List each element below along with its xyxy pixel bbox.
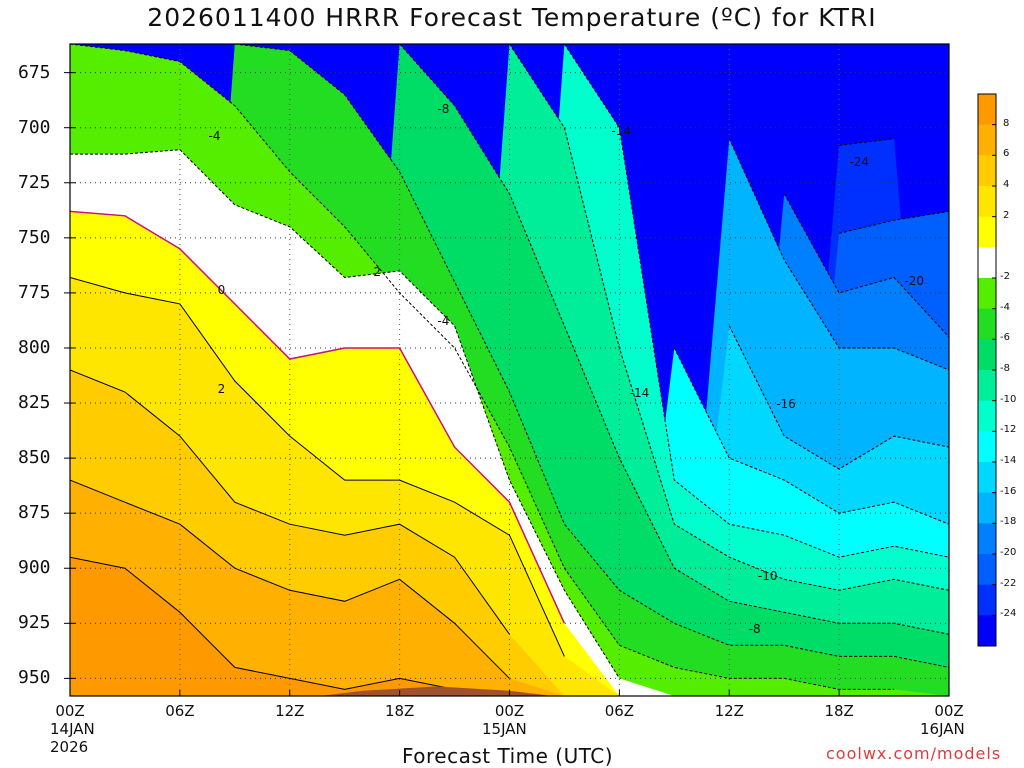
colorbar-tick-label: -24 [1000,608,1017,620]
y-tick-label: 850 [18,447,51,469]
x-subtick-label: 15JAN [482,720,527,738]
colorbar-swatch-0 [978,216,996,248]
isotherm--24 [839,138,895,146]
y-tick-label: 700 [18,116,51,138]
temperature-band-6-to-8 [70,480,949,696]
colorbar-swatch--22 [978,554,996,586]
colorbar-swatch--10 [978,370,996,402]
contour-label: 0 [217,282,226,297]
x-tick-label: 00Z [494,702,525,720]
contour-label: -16 [776,397,796,412]
contour-label: -8 [437,102,450,117]
colorbar-swatch--12 [978,400,996,432]
terrain-ground [319,686,553,696]
x-subtick-label: 14JAN [50,720,95,738]
colorbar-tick-label: -6 [1000,332,1010,344]
x-tick-label: 06Z [165,702,195,720]
colorbar-tick-label: -8 [1000,363,1010,374]
x-tick-label: 12Z [714,702,744,720]
colorbar-swatch-4 [978,155,996,187]
colorbar-tick-label: 8 [1003,117,1010,129]
contour-label: 2 [373,265,381,280]
isotherm--18 [728,138,949,371]
colorbar-swatch--8 [978,339,996,371]
isotherm-2 [70,277,565,657]
colorbar-tick-label: -4 [1000,301,1010,313]
isotherm-4 [70,369,510,635]
isotherm--8 [399,44,949,635]
isotherm--4 [70,44,895,690]
y-tick-label: 775 [18,281,51,303]
isotherm--6 [234,44,949,668]
isotherm--20 [783,193,949,338]
isotherm--16 [728,325,949,470]
colorbar-swatch--20 [978,523,996,555]
x-subtick-label: 16JAN [920,720,965,738]
isotherm--22 [838,210,949,234]
colorbar-swatch-8 [978,94,996,126]
colorbar-tick-label: 4 [1003,179,1010,190]
colorbar-tick-label: -2 [1000,271,1010,282]
isotherm-0 [70,210,566,624]
y-tick-label: 875 [18,502,51,524]
colorbar-swatch--16 [978,462,996,494]
colorbar-swatch--6 [978,308,996,340]
y-tick-label: 725 [18,171,51,193]
temperature-band-8-to-10 [70,557,949,696]
y-tick-label: 900 [18,557,51,579]
x-tick-label: 06Z [604,702,635,720]
contour-label: -8 [748,621,761,636]
contour-label: -4 [208,128,221,143]
colorbar-tick-label: -16 [1000,485,1017,497]
source-credit-link[interactable]: coolwx.com/models [826,744,1002,763]
x-tick-label: 00Z [934,702,964,720]
colorbar-tick-label: 2 [1003,209,1010,221]
colorbar-swatch--4 [978,278,996,310]
isotherm--12 [563,44,949,558]
x-tick-label: 12Z [275,702,305,720]
x-tick-label: 18Z [824,702,854,720]
colorbar-tick-label: -18 [1000,516,1017,528]
colorbar-swatch--14 [978,431,996,463]
y-tick-label: 750 [18,226,51,248]
isotherm--14 [673,347,949,525]
contour-label: -10 [757,569,778,584]
colorbar-swatch--26 [978,615,996,647]
contour-label: -20 [904,273,924,288]
colorbar-swatch-2 [978,186,996,218]
colorbar-tick-label: 6 [1003,148,1010,160]
x-axis-label: Forecast Time (UTC) [402,744,614,768]
isotherm--10 [509,44,949,591]
contour-label: -24 [849,154,870,169]
x-subtick-label: 2026 [50,738,89,756]
contour-label: -14 [629,386,650,401]
colorbar-swatch--24 [978,584,996,616]
colorbar-tick-label: -20 [1000,547,1017,558]
colorbar-tick-label: -22 [1000,577,1017,589]
y-tick-label: 800 [18,336,51,358]
y-tick-label: 950 [18,667,51,689]
contour-label: -14 [611,124,631,139]
contour-label: 2 [217,381,226,396]
y-tick-label: 925 [18,612,51,634]
x-tick-label: 18Z [384,702,415,720]
isotherm--2 [70,149,620,679]
colorbar-swatch-6 [978,124,996,156]
isotherm-8 [70,556,455,690]
y-tick-label: 825 [18,392,51,414]
colorbar-swatch--2 [978,247,996,279]
isotherm-6 [70,479,510,679]
chart-title: 2026011400 HRRR Forecast Temperature (ºC… [147,3,877,32]
x-tick-label: 00Z [55,702,85,720]
contour-label: -4 [437,313,450,328]
colorbar-tick-label: -10 [1000,393,1017,405]
colorbar-tick-label: -12 [1000,424,1017,436]
colorbar-swatch--18 [978,492,996,524]
colorbar-tick-label: -14 [1000,455,1017,466]
y-tick-label: 675 [18,61,51,83]
